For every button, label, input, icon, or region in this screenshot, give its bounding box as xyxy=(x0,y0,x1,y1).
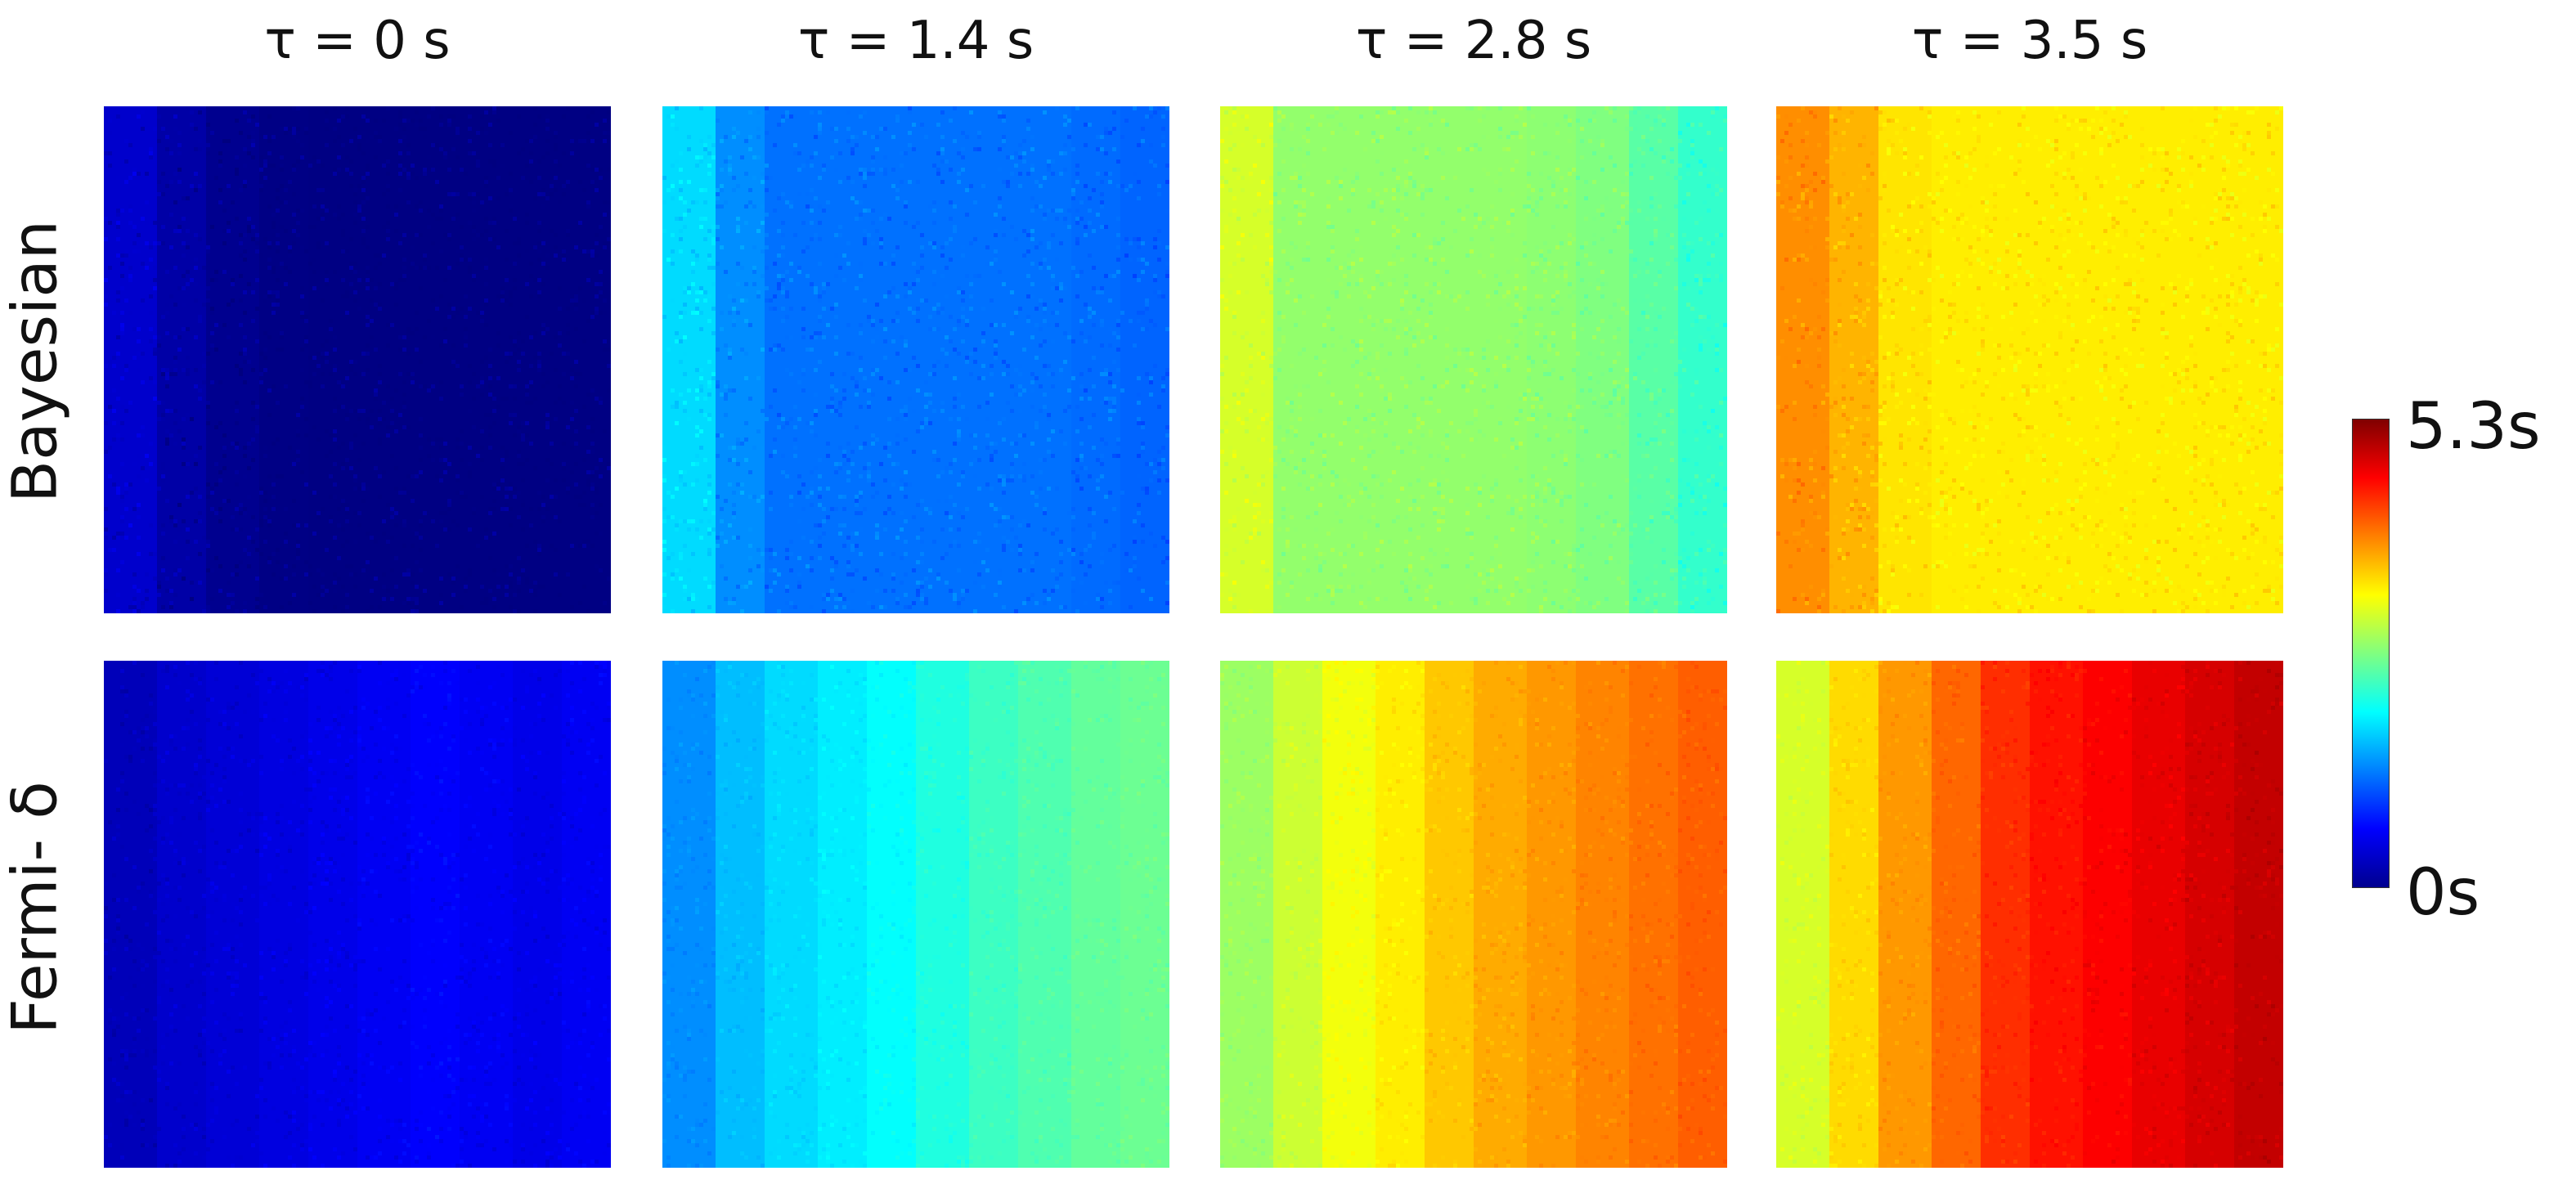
heatmap-bayesian-tau-2-8 xyxy=(1220,106,1727,613)
colorbar xyxy=(2352,419,2390,888)
colorbar-max-label: 5.3s xyxy=(2406,390,2541,464)
row-label-bayesian: Bayesian xyxy=(0,220,71,503)
heatmap-fermi-delta-tau-1-4 xyxy=(662,661,1169,1168)
column-title-tau-3-5: τ = 3.5 s xyxy=(1911,11,2148,71)
heatmap-fermi-delta-tau-2-8 xyxy=(1220,661,1727,1168)
heatmap-bayesian-tau-1-4 xyxy=(662,106,1169,613)
colorbar-min-label: 0s xyxy=(2406,856,2480,930)
heatmap-fermi-delta-tau-0 xyxy=(104,661,611,1168)
row-label-fermi-delta: Fermi- δ xyxy=(0,781,71,1034)
heatmap-bayesian-tau-3-5 xyxy=(1776,106,2283,613)
heatmap-fermi-delta-tau-3-5 xyxy=(1776,661,2283,1168)
column-title-tau-2-8: τ = 2.8 s xyxy=(1355,11,1592,71)
heatmap-bayesian-tau-0 xyxy=(104,106,611,613)
column-title-tau-0: τ = 0 s xyxy=(264,11,451,71)
column-title-tau-1-4: τ = 1.4 s xyxy=(797,11,1034,71)
